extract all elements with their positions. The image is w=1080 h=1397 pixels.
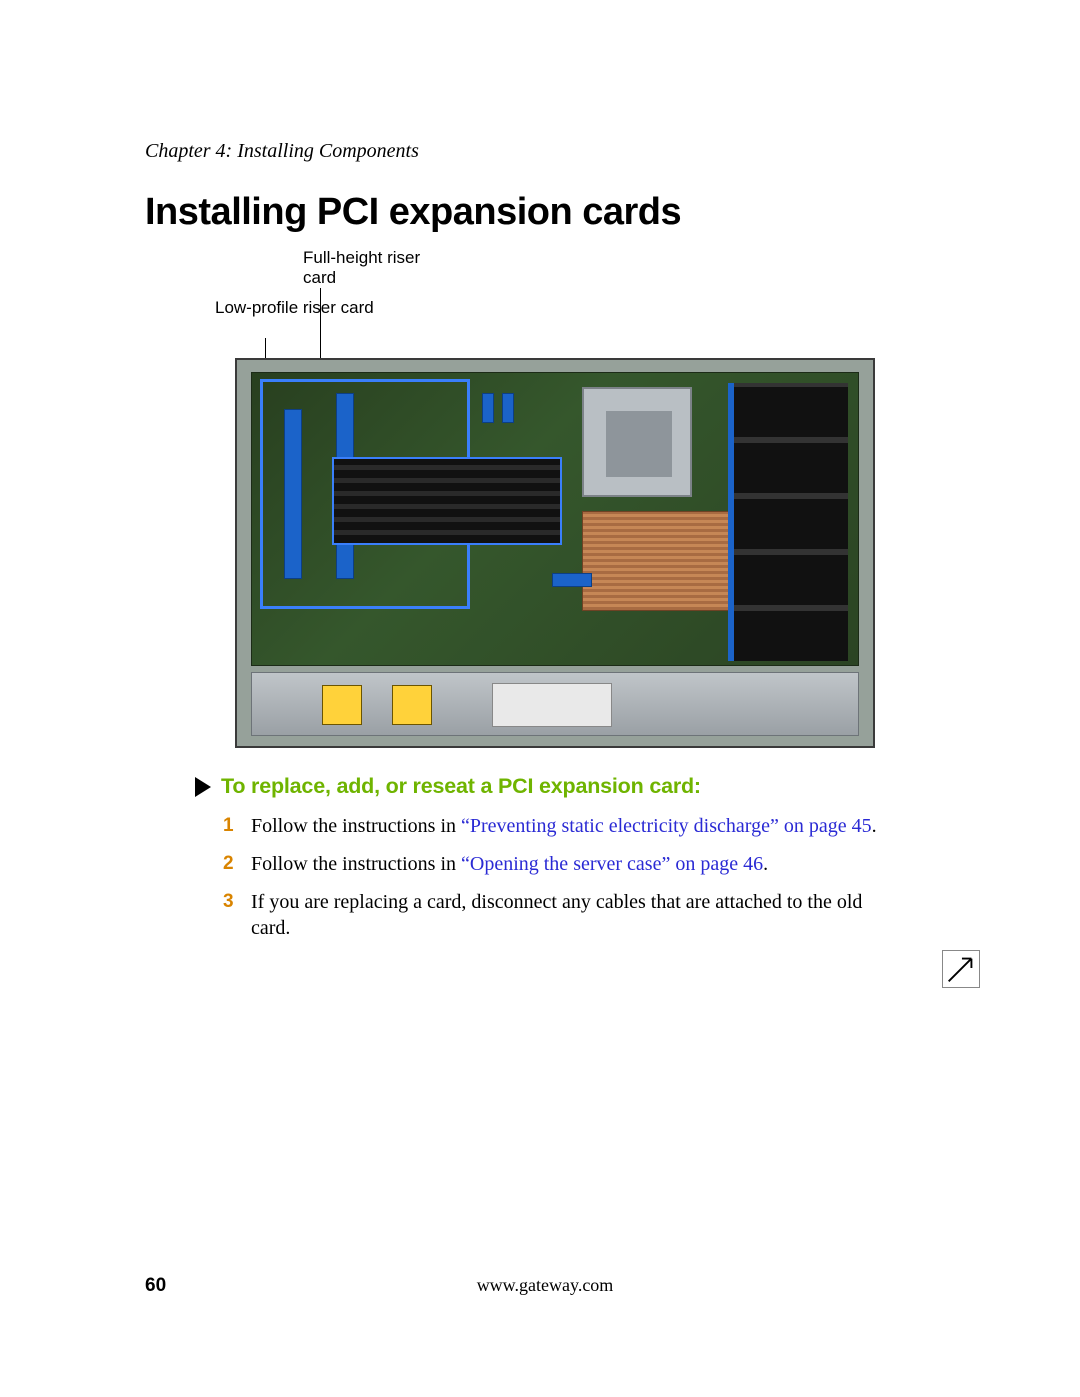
step-text: .	[872, 815, 877, 837]
connector	[502, 393, 514, 423]
page-footer: 60 www.gateway.com	[145, 1275, 945, 1297]
connector	[552, 573, 592, 587]
chapter-header: Chapter 4: Installing Components	[145, 140, 945, 163]
procedure-step: Follow the instructions in “Opening the …	[223, 851, 885, 877]
step-text: .	[763, 853, 768, 875]
procedure-title: To replace, add, or reseat a PCI expansi…	[221, 774, 701, 799]
callout-full-height-riser: Full-height riser card	[303, 248, 453, 287]
page-number: 60	[145, 1275, 205, 1297]
memory-dimm-bank	[332, 457, 562, 545]
cpu-socket	[582, 387, 692, 497]
connector	[482, 393, 494, 423]
procedure-step: If you are replacing a card, disconnect …	[223, 889, 885, 941]
hazard-label-icon	[392, 685, 432, 725]
step-text: Follow the instructions in	[251, 853, 461, 875]
cross-reference-link[interactable]: “Opening the server case” on page 46	[461, 853, 763, 875]
step-text: Follow the instructions in	[251, 815, 461, 837]
low-profile-riser-slot	[284, 409, 302, 579]
page-title: Installing PCI expansion cards	[145, 191, 945, 234]
step-text: If you are replacing a card, disconnect …	[251, 891, 862, 939]
procedure-block: To replace, add, or reseat a PCI expansi…	[195, 774, 885, 941]
psu-rating-label	[492, 683, 612, 727]
figure: Full-height riser card Low-profile riser…	[215, 248, 935, 748]
page-curl-icon	[942, 950, 980, 988]
procedure-steps: Follow the instructions in “Preventing s…	[223, 813, 885, 941]
server-chassis-illustration	[235, 358, 875, 748]
fan-bank	[728, 383, 848, 661]
power-supply	[251, 672, 859, 736]
callout-leader-line	[320, 288, 321, 358]
cpu-heatsink	[582, 511, 732, 611]
procedure-step: Follow the instructions in “Preventing s…	[223, 813, 885, 839]
system-board	[251, 372, 859, 666]
cross-reference-link[interactable]: “Preventing static electricity discharge…	[461, 815, 872, 837]
hazard-label-icon	[322, 685, 362, 725]
procedure-arrow-icon	[195, 777, 211, 797]
callout-low-profile-riser: Low-profile riser card	[215, 298, 375, 318]
footer-url: www.gateway.com	[477, 1275, 614, 1296]
